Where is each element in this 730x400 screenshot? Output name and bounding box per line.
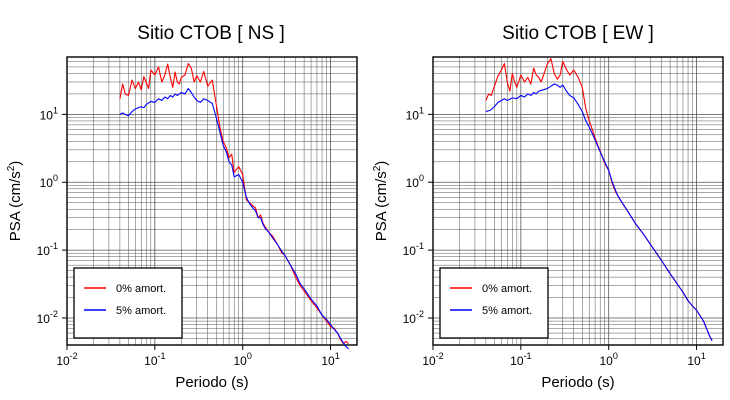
x-tick-label: 100 <box>600 351 618 368</box>
y-tick-label: 101 <box>40 105 58 122</box>
legend-label: 0% amort. <box>116 283 166 295</box>
x-tick-label: 100 <box>234 351 252 368</box>
y-tick-label: 10-2 <box>403 309 424 326</box>
chart-title: Sitio CTOB [ EW ] <box>502 23 654 44</box>
y-tick-label: 100 <box>40 173 58 190</box>
y-axis-label: PSA (cm/s2) <box>6 161 24 242</box>
legend-box <box>73 267 183 339</box>
y-tick-label: 10-1 <box>403 241 424 258</box>
series-line-undamped <box>119 63 349 345</box>
y-tick-label: 10-2 <box>37 309 58 326</box>
x-tick-label: 10-2 <box>56 351 77 368</box>
chart-panel-1: Sitio CTOB [ NS ] 10-2 10-1 100 101 10-2 10-1 1… <box>6 23 358 391</box>
x-tick-label: 10-2 <box>422 351 443 368</box>
legend: 0% amort. 5% amort. <box>73 267 183 339</box>
x-tick-label: 101 <box>687 351 705 368</box>
y-tick-label: 10-1 <box>37 241 58 258</box>
y-tick-label: 101 <box>406 105 424 122</box>
x-axis-label: Periodo (s) <box>175 374 248 391</box>
x-tick-label: 10-1 <box>510 351 531 368</box>
series-line-damped <box>485 83 713 342</box>
legend-label: 0% amort. <box>482 283 532 295</box>
legend-box <box>439 267 549 339</box>
y-axis-label: PSA (cm/s2) <box>372 161 390 242</box>
y-tick-label: 100 <box>406 173 424 190</box>
x-tick-label: 101 <box>321 351 339 368</box>
plot-frame <box>432 56 724 346</box>
grid-lines <box>66 56 358 346</box>
legend: 0% amort. 5% amort. <box>439 267 549 339</box>
legend-label: 5% amort. <box>482 305 532 317</box>
plot-frame <box>66 56 358 346</box>
series-line-damped <box>119 88 349 350</box>
chart-title: Sitio CTOB [ NS ] <box>137 23 284 44</box>
x-axis-label: Periodo (s) <box>541 374 614 391</box>
chart-panel-2: Sitio CTOB [ EW ] 10-2 10-1 100 101 10-2 10-1 1… <box>372 23 724 391</box>
x-tick-label: 10-1 <box>144 351 165 368</box>
legend-label: 5% amort. <box>116 305 166 317</box>
